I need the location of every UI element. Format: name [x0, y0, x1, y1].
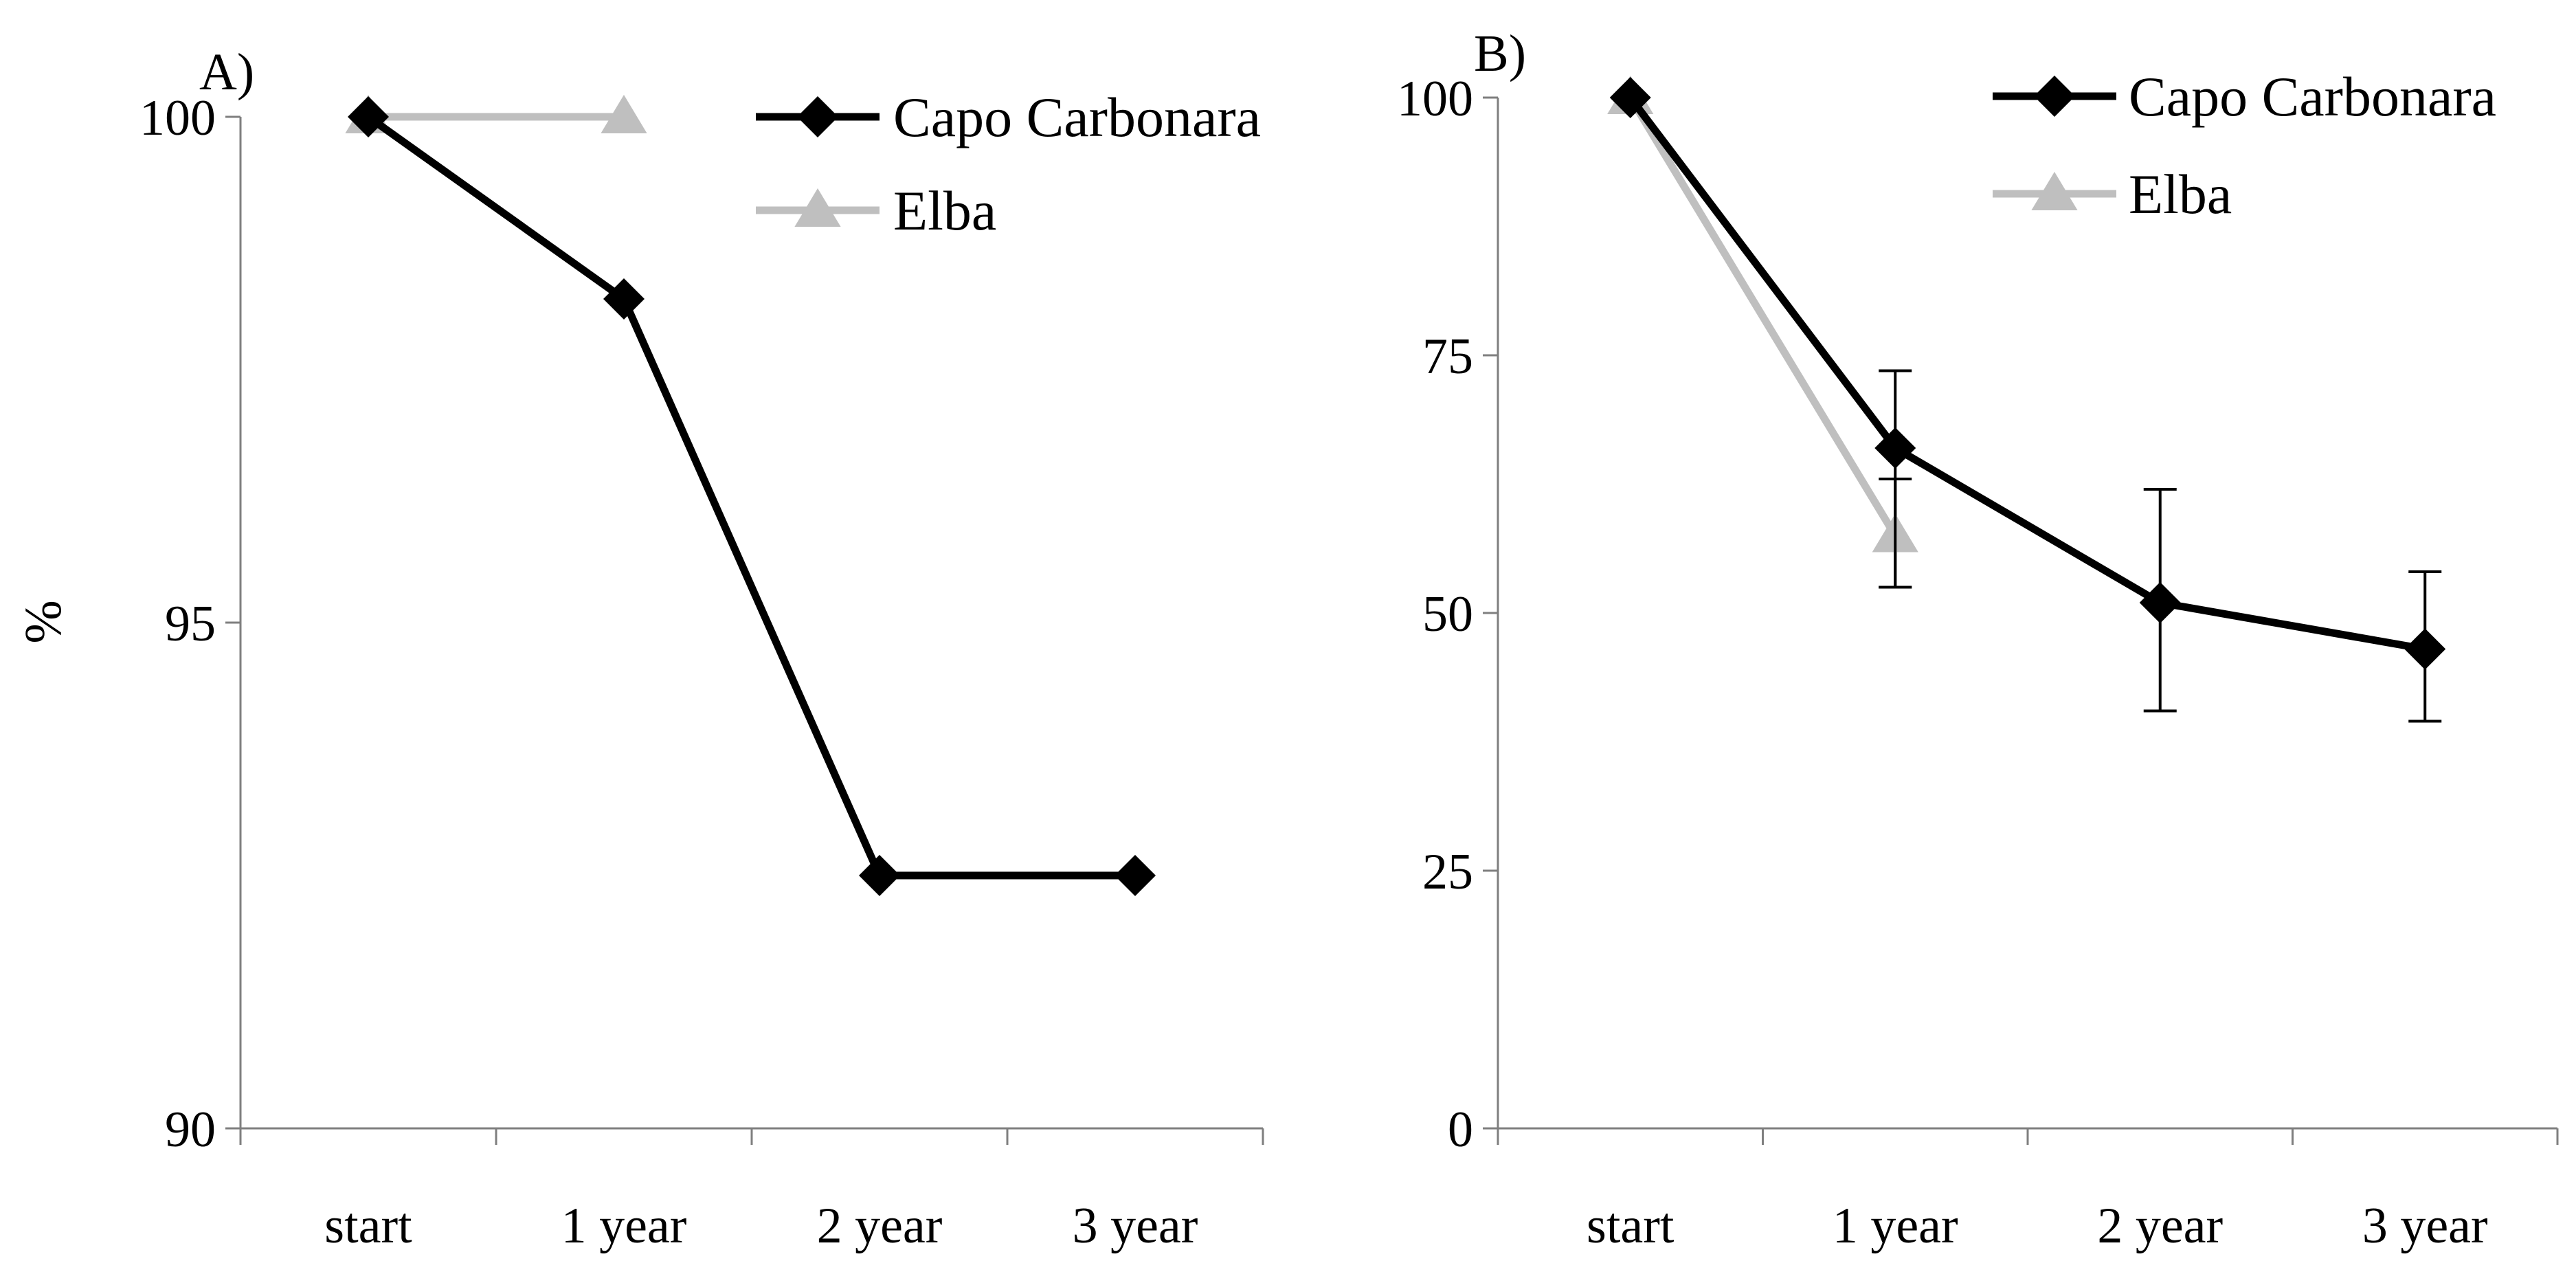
panel-a-legend: Capo Carbonara Elba	[756, 86, 1261, 242]
y-tick-label: 25	[1422, 844, 1473, 900]
data-point-diamond	[603, 278, 645, 320]
legend-label: Elba	[2129, 163, 2232, 225]
x-tick-label: 2 year	[817, 1198, 943, 1254]
y-tick-label: 100	[1397, 71, 1473, 127]
legend-entry: Elba	[1993, 163, 2232, 225]
panel-b-axes	[1497, 98, 2557, 1130]
panel-b-chart: B) 0 25 50 75 100 start 1 year 2 year 3 year Ca…	[1397, 25, 2559, 1254]
legend-entry: Elba	[756, 179, 996, 242]
legend-entry: Capo Carbonara	[756, 86, 1261, 148]
panel-a-x-ticks: start 1 year 2 year 3 year	[239, 1128, 1264, 1254]
legend-label: Elba	[893, 179, 996, 242]
legend-label: Capo Carbonara	[2129, 65, 2496, 128]
data-point-diamond	[2404, 628, 2446, 670]
data-point-diamond	[1609, 77, 1651, 118]
series-line	[366, 113, 1135, 880]
x-tick-label: 1 year	[1833, 1198, 1958, 1254]
legend-marker-triangle	[2031, 172, 2078, 210]
data-point-diamond	[348, 96, 389, 137]
data-point-diamond	[859, 855, 900, 896]
series-capo-carbonara	[348, 96, 1156, 896]
series-line	[1627, 96, 1899, 538]
panel-b-x-ticks: start 1 year 2 year 3 year	[1497, 1128, 2559, 1254]
series-capo-carbonara	[1609, 77, 2446, 723]
panel-b-label: B)	[1474, 25, 1526, 82]
panel-a-y-axis-label: %	[14, 600, 72, 643]
data-point-diamond	[1115, 855, 1156, 896]
panel-a-axes	[239, 117, 1263, 1130]
x-tick-label: 1 year	[561, 1198, 687, 1254]
panel-b-legend: Capo Carbonara Elba	[1993, 65, 2496, 225]
y-tick-label: 95	[165, 596, 216, 652]
y-tick-label: 50	[1422, 586, 1473, 643]
series-elba	[1607, 76, 1918, 589]
legend-label: Capo Carbonara	[893, 86, 1261, 148]
y-tick-label: 100	[139, 90, 216, 146]
legend-marker-diamond	[797, 96, 838, 137]
x-tick-label: start	[324, 1198, 412, 1254]
y-tick-label: 0	[1448, 1102, 1473, 1158]
x-tick-label: 2 year	[2097, 1198, 2223, 1254]
series-line	[1627, 95, 2426, 653]
panel-a-series	[345, 95, 1156, 896]
panel-b-series	[1607, 76, 2446, 723]
panel-a-chart: A) % 90 95 100 start 1 year 2 year 3 year Cap…	[14, 43, 1264, 1254]
y-tick-label: 90	[165, 1102, 216, 1158]
data-point-triangle	[601, 95, 647, 133]
legend-marker-triangle	[794, 188, 841, 227]
legend-marker-diamond	[2034, 76, 2075, 117]
panel-b-y-ticks: 0 25 50 75 100	[1397, 71, 1498, 1158]
y-tick-label: 75	[1422, 328, 1473, 385]
panel-a-y-ticks: 90 95 100	[139, 90, 240, 1158]
series-elba	[345, 95, 647, 133]
data-point-diamond	[2139, 582, 2181, 623]
panel-a-label: A)	[199, 43, 254, 101]
x-tick-label: start	[1587, 1198, 1675, 1254]
legend-entry: Capo Carbonara	[1993, 65, 2496, 128]
data-point-diamond	[1874, 427, 1916, 469]
x-tick-label: 3 year	[2362, 1198, 2488, 1254]
x-tick-label: 3 year	[1073, 1198, 1198, 1254]
